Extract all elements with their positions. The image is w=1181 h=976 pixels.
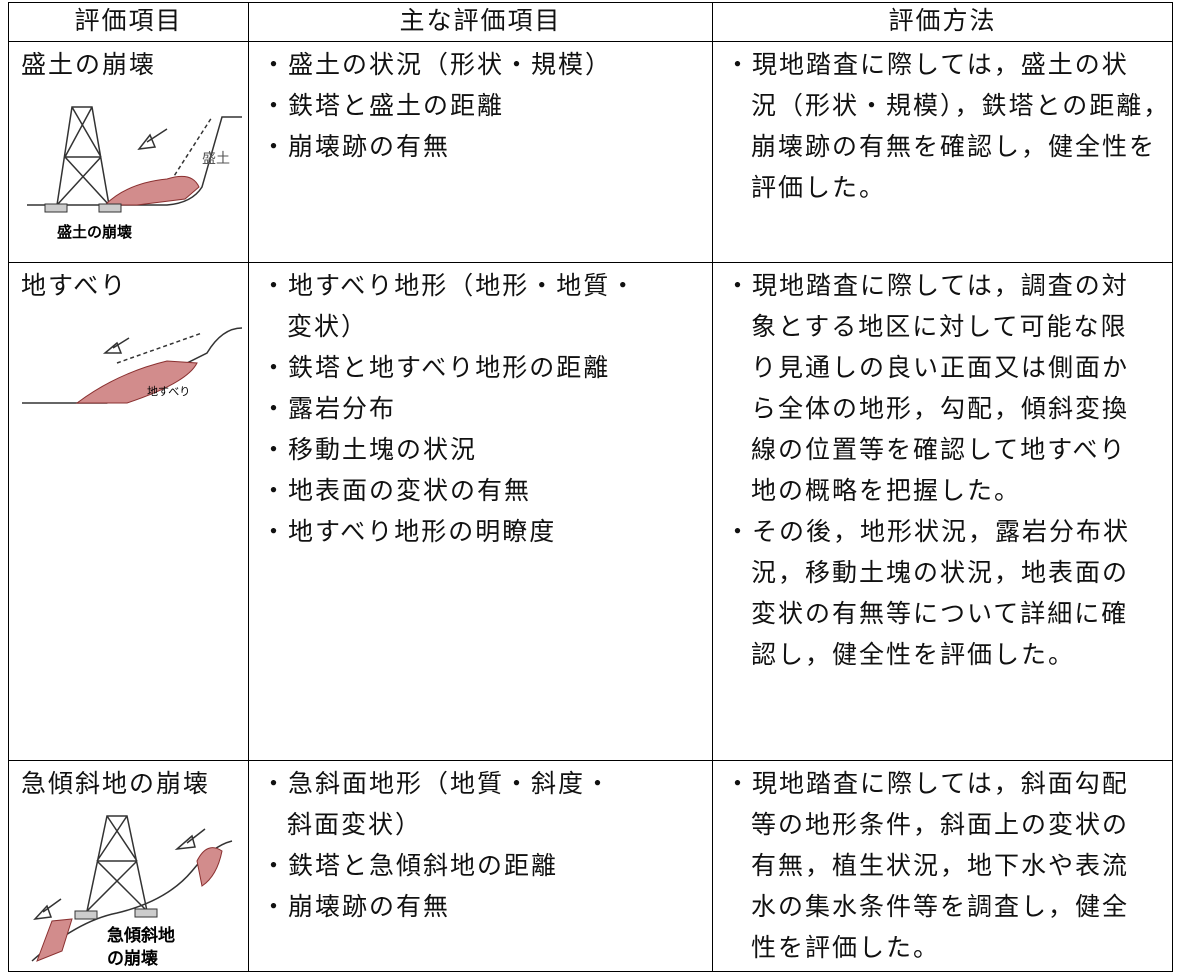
item-cell: 急傾斜地の崩壊 急傾斜地 の崩壊 [8, 760, 249, 972]
method-cell: ・現地踏査に際しては，斜面勾配等の地形条件，斜面上の変状の 有無，植生状況，地下水… [712, 760, 1173, 972]
item: 急傾斜地の崩壊 [21, 769, 211, 798]
text-line: ・現地踏査に際しては，盛土の状 [725, 50, 1129, 79]
points-cell: ・地すべり地形（地形・地質・変状） ・鉄塔と地すべり地形の距離 ・露岩分布・移動土塊… [248, 262, 713, 761]
text-line: ・移動土塊の状況 [261, 435, 478, 464]
header-cell: 主な評価項目 [248, 2, 713, 42]
method-cell: ・現地踏査に際しては，盛土の状況（形状・規模），鉄塔との距離， 崩壊跡の有無を確認… [712, 41, 1173, 263]
text-line: 有無，植生状況，地下水や表流 [751, 851, 1130, 880]
text-line: 水の集水条件等を調査し，健全 [751, 892, 1130, 921]
text-line: ・露岩分布 [261, 394, 397, 423]
text-line: 崩壊跡の有無を確認し，健全性を [751, 132, 1157, 161]
text-line: 況（形状・規模），鉄塔との距離， [751, 91, 1171, 120]
item: 盛土の崩壊 [21, 50, 157, 79]
figure-label: 急傾斜地 [107, 925, 175, 946]
text-line: 変状の有無等について詳細に確 [751, 599, 1129, 628]
text-line: 線の位置等を確認して地すべり [751, 435, 1127, 464]
item: 地すべり [21, 271, 128, 300]
text-line: 地の概略を把握した。 [751, 476, 1022, 505]
item-cell: 盛土の崩壊 盛土 盛土の崩壊 [8, 41, 249, 263]
header-cell: 評価項目 [8, 2, 249, 42]
figure-label: 盛土の崩壊 [57, 223, 132, 241]
text-line: 況，移動土塊の状況，地表面の [751, 558, 1130, 587]
text-line: 変状） [287, 312, 369, 341]
text-line: ・現地踏査に際しては，斜面勾配 [725, 769, 1129, 798]
text-line: ・急斜面地形（地質・斜度・ [261, 769, 613, 798]
text-line: ・鉄塔と地すべり地形の距離 [261, 353, 611, 382]
figure-label: の崩壊 [107, 948, 159, 969]
figure: 盛土 盛土の崩壊 [27, 106, 242, 241]
points-cell: ・盛土の状況（形状・規模） ・鉄塔と盛土の距離 ・崩壊跡の有無 [248, 41, 713, 263]
text-line: 象とする地区に対して可能な限 [751, 312, 1128, 341]
text-line: ・鉄塔と急傾斜地の距離 [261, 851, 559, 880]
text-line: ・地すべり地形（地形・地質・ [261, 271, 638, 300]
text-line: 斜面変状） [287, 810, 423, 839]
text-line: 評価した。 [751, 173, 887, 202]
figure-label: 盛土 [202, 151, 230, 167]
text-line: ・地すべり地形の明瞭度 [261, 517, 557, 546]
method-cell: ・現地踏査に際しては，調査の対象とする地区に対して可能な限 り見通しの良い正面又は… [712, 262, 1173, 761]
text-line: り見通しの良い正面又は側面か [751, 353, 1130, 382]
text-line: ・現地踏査に際しては，調査の対 [725, 271, 1129, 300]
text-line: 性を評価した。 [751, 933, 941, 962]
text-line: ・盛土の状況（形状・規模） [261, 50, 613, 79]
header-cell: 評価方法 [712, 2, 1173, 42]
text-line: ・地表面の変状の有無 [261, 476, 532, 505]
text-line: ・崩壊跡の有無 [261, 892, 451, 921]
text-line: ら全体の地形，勾配，傾斜変換 [751, 394, 1130, 423]
text-line: ・その後，地形状況，露岩分布状 [725, 517, 1131, 546]
points-cell: ・急斜面地形（地質・斜度・斜面変状） ・鉄塔と急傾斜地の距離 ・崩壊跡の有無 [248, 760, 713, 972]
item-cell: 地すべり 地すべり [8, 262, 249, 761]
figure: 急傾斜地 の崩壊 [31, 815, 233, 969]
text-line: ・鉄塔と盛土の距離 [261, 91, 505, 120]
text-line: 等の地形条件，斜面上の変状の [751, 810, 1130, 839]
text-line: 認し，健全性を評価した。 [751, 640, 1076, 669]
figure: 地すべり [22, 327, 242, 404]
text-line: ・崩壊跡の有無 [261, 132, 451, 161]
figure-label: 地すべり [147, 385, 190, 398]
